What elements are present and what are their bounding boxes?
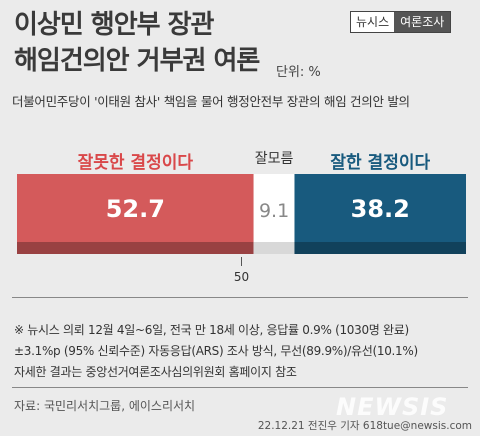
source-text: 자료: 국민리서치그룹, 에이스리서치 (14, 399, 196, 413)
bar-segment-wrong-decision (17, 174, 254, 254)
page-title-line1: 이상민 행안부 장관 (14, 10, 214, 40)
survey-note-3: 자세한 결과는 중앙선거여론조사심의위원회 홈페이지 참조 (14, 365, 297, 379)
unit-label: 단위: % (276, 65, 321, 80)
bar-value-wrong-decision: 52.7 (106, 195, 165, 223)
page-title-line2: 해임건의안 거부권 여론 (14, 46, 260, 76)
divider-top (12, 297, 468, 298)
category-label-right-decision: 잘한 결정이다 (330, 153, 431, 173)
category-label-wrong-decision: 잘못한 결정이다 (77, 153, 193, 173)
newsis-poll-badge: 뉴시스 여론조사 (350, 11, 452, 33)
category-label-dont-know: 잘모름 (254, 151, 294, 167)
stacked-bar-chart: 52.7 9.1 38.2 50 (17, 174, 466, 284)
brand-name: 뉴시스 (351, 12, 395, 32)
axis-marker-label: 50 (234, 270, 249, 284)
bar-segment-dont-know (253, 174, 295, 254)
bar-value-right-decision: 38.2 (351, 195, 410, 223)
subtitle: 더불어민주당이 '이태원 참사' 책임을 물어 행정안전부 장관의 해임 건의안… (12, 94, 410, 109)
survey-note-1: ※ 뉴시스 의뢰 12월 4일~6일, 전국 만 18세 이상, 응답률 0.9… (14, 323, 409, 337)
bar-value-dont-know: 9.1 (259, 200, 289, 222)
newsis-watermark: NEWSIS (336, 393, 449, 421)
survey-note-2: ±3.1%p (95% 신뢰수준) 자동응답(ARS) 조사 방식, 무선(89… (14, 344, 418, 358)
divider-bottom (12, 387, 468, 388)
bar-segment-right-decision (294, 174, 466, 254)
credit-text: 22.12.21 전진우 기자 618tue@newsis.com (257, 420, 472, 432)
brand-section: 여론조사 (394, 12, 451, 32)
